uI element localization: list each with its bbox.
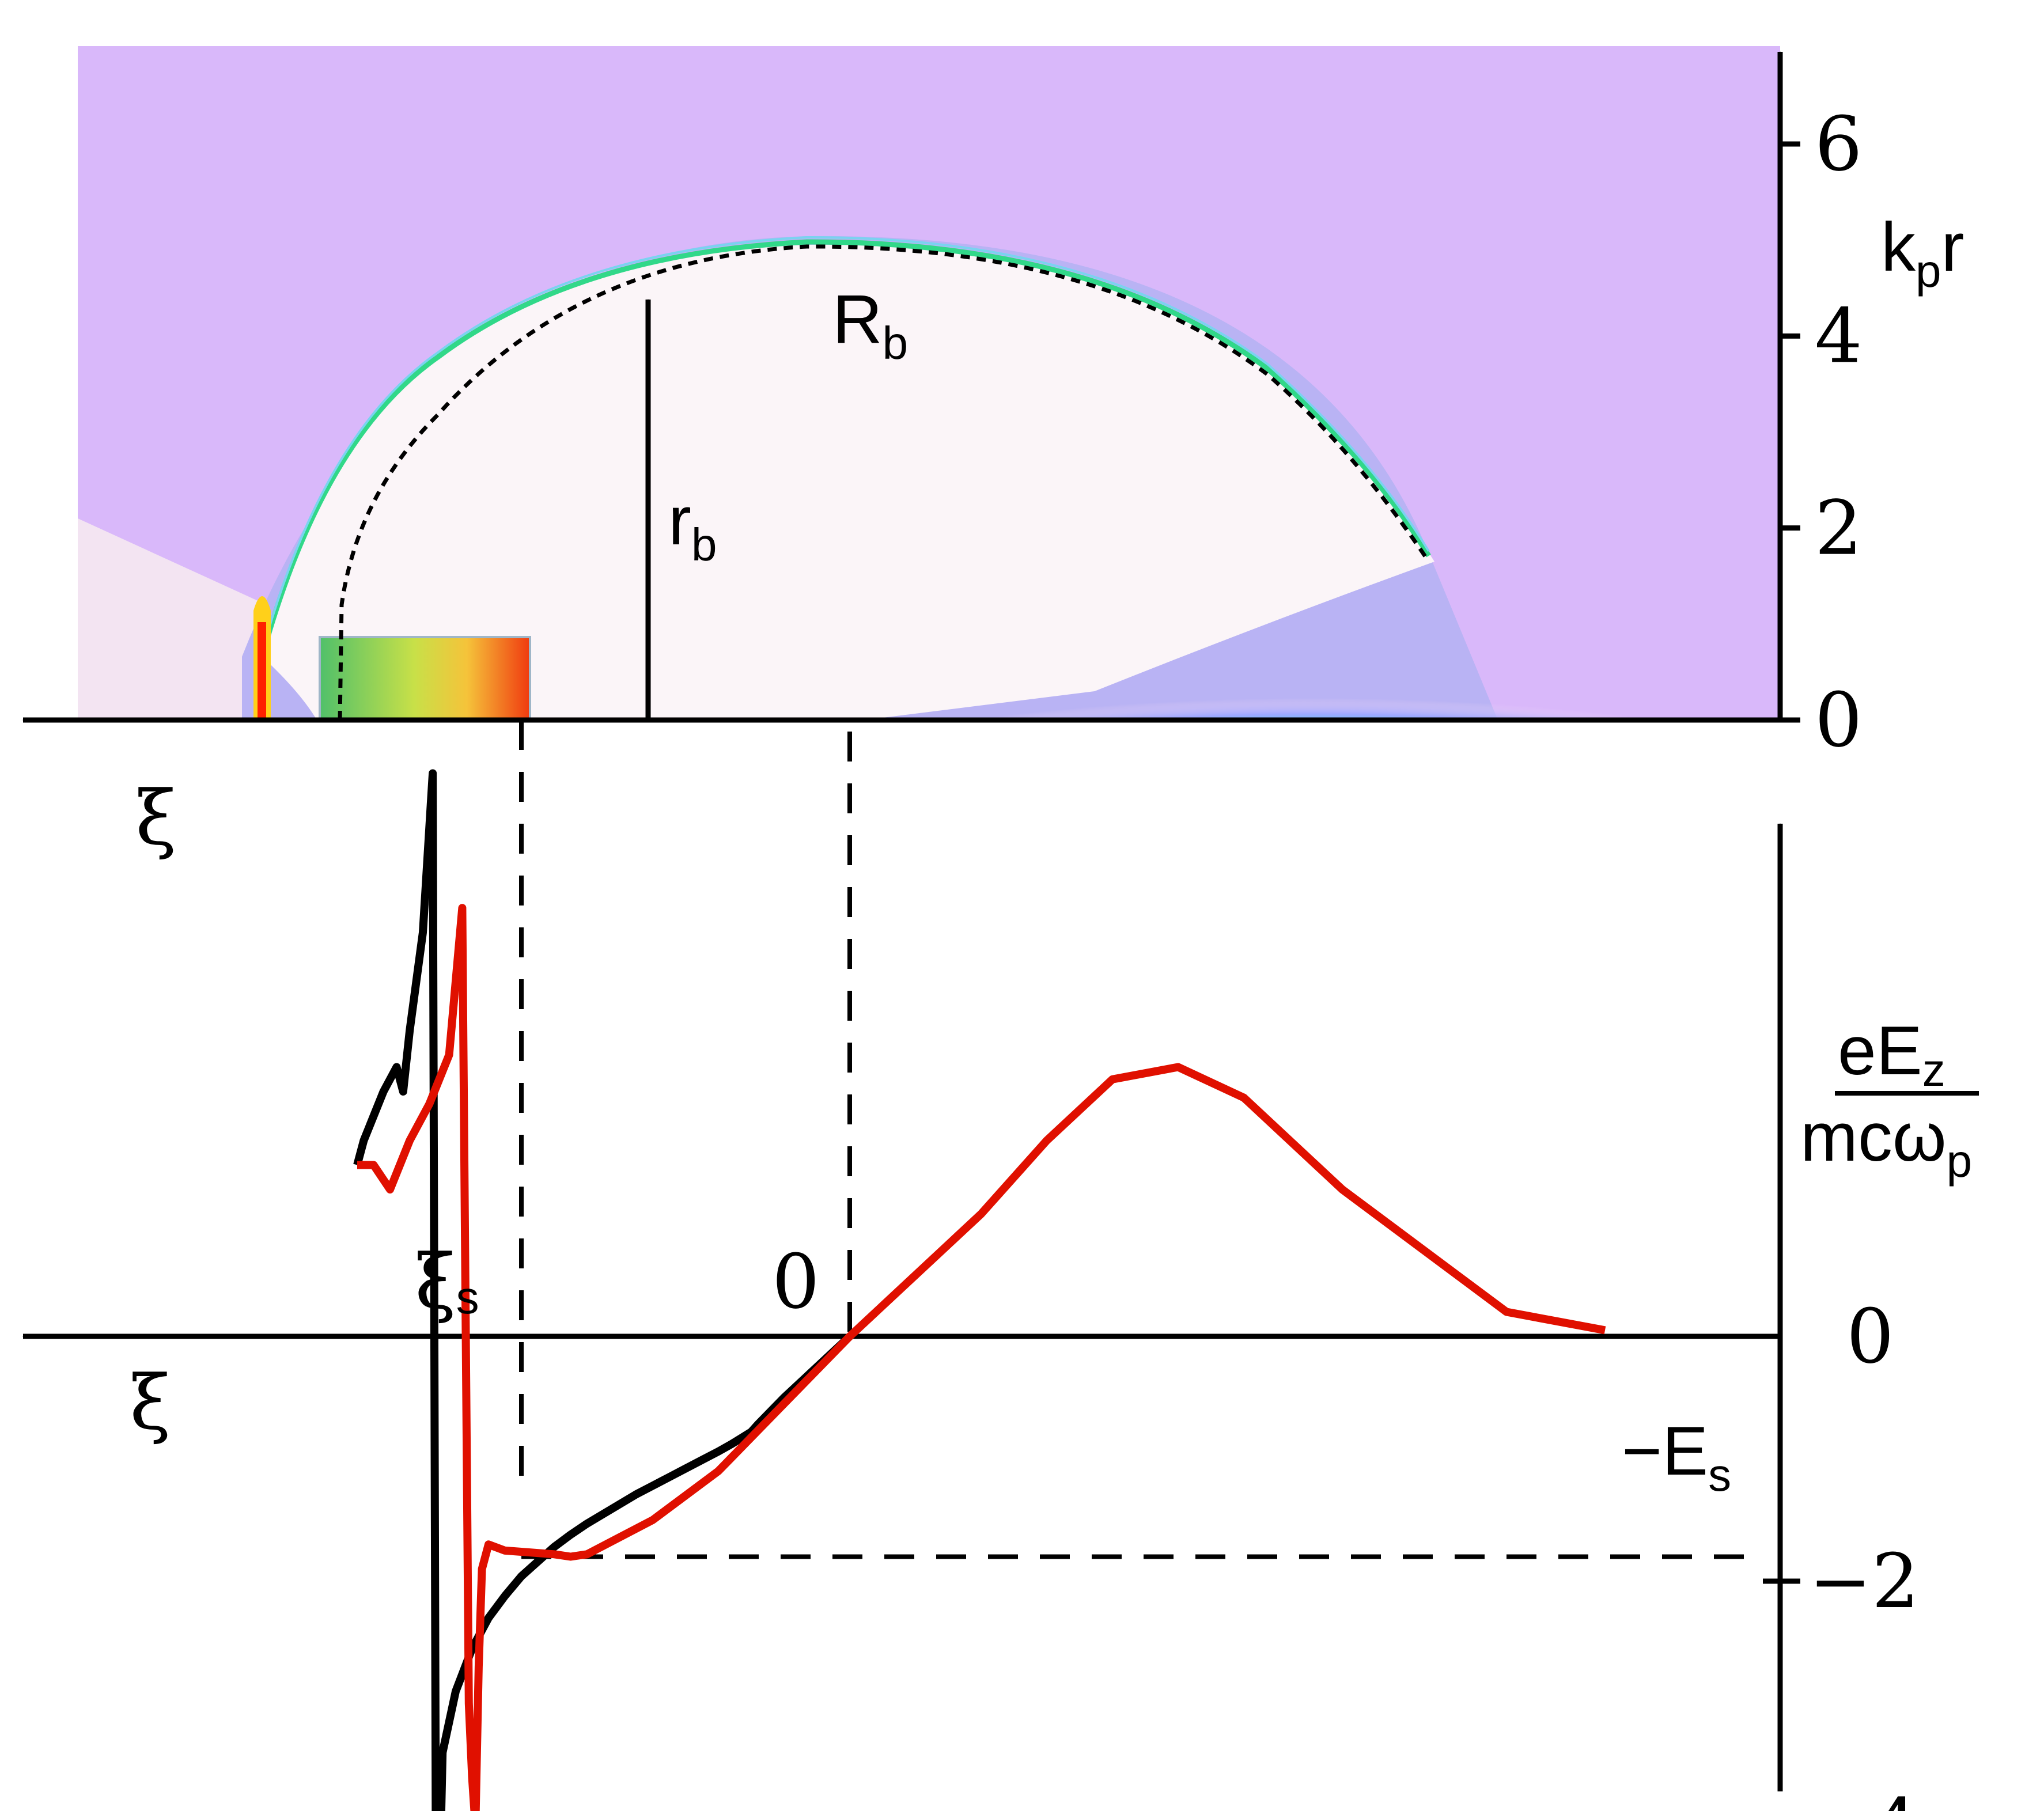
label-rb-sub: b	[691, 519, 717, 570]
top-y-tick-label: 2	[1815, 484, 1863, 572]
bottom-y-tick-label: 0	[1846, 1293, 1894, 1380]
ylabel-num-main: eE	[1838, 1012, 1922, 1089]
label-rb-main: r	[668, 482, 691, 559]
drive-beam	[795, 611, 1780, 720]
trailing-bunch	[319, 636, 531, 720]
label-zero-origin: 0	[772, 1238, 820, 1325]
field-series-loaded	[357, 904, 1606, 1811]
top-y-ticks: 6 4 2 0	[1780, 100, 1863, 764]
electron-sheath	[259, 239, 1431, 658]
density-panel	[78, 46, 1780, 720]
field-series-unloaded	[353, 769, 853, 1811]
label-xi-s-sub: s	[456, 1272, 479, 1323]
top-y-tick-label: 6	[1815, 100, 1863, 188]
top-y-tick-label: 4	[1815, 292, 1863, 380]
bottom-y-tick-label: −4	[1809, 1782, 1920, 1811]
ion-bubble	[262, 244, 1434, 720]
label-xi-s-main: ξ	[415, 1238, 456, 1325]
bottom-y-ticks: 0 −2 −4	[1763, 1293, 1920, 1811]
top-xi-label: ξ	[135, 774, 177, 862]
ylabel-denominator: mcωp	[1800, 1098, 1972, 1187]
top-y-tick-label: 0	[1815, 676, 1863, 764]
label-minus-Es: −Es	[1622, 1412, 1731, 1501]
ylabel-num-sub: z	[1922, 1044, 1945, 1096]
ylabel-den-main: mcω	[1800, 1098, 1947, 1176]
density-spike-core	[258, 622, 266, 720]
ylabel-p-sub: p	[1916, 245, 1941, 297]
ylabel-numerator: eEz	[1838, 1012, 1945, 1096]
ylabel-eEz-fraction: eEz mcωp	[1800, 1012, 1979, 1187]
label-xi-s: ξs	[415, 1238, 479, 1325]
label-rb: rb	[668, 482, 717, 570]
ylabel-kpr: kpr	[1881, 209, 1964, 297]
bottom-y-tick-label: −2	[1809, 1537, 1920, 1625]
label-Es-main: −E	[1622, 1412, 1708, 1490]
label-Rb-sub: b	[883, 317, 909, 369]
label-Rb: Rb	[832, 281, 908, 369]
bubble-boundary-theory	[338, 244, 1430, 720]
ylabel-r: r	[1941, 209, 1964, 286]
label-Es-sub: s	[1708, 1449, 1731, 1501]
ylabel-den-sub: p	[1947, 1135, 1973, 1187]
electron-sheath-inner	[261, 236, 1430, 653]
bottom-xi-label: ξ	[130, 1359, 171, 1446]
ylabel-k: k	[1881, 209, 1916, 286]
label-Rb-main: R	[832, 281, 883, 358]
